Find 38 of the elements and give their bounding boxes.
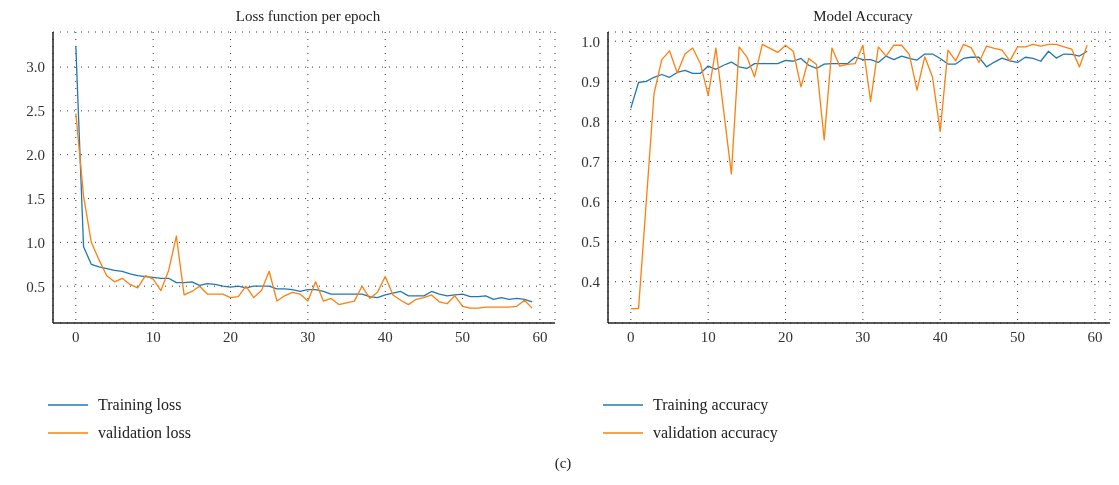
- x-tick-label: 30: [300, 328, 316, 345]
- y-tick-label: 2.0: [26, 147, 45, 164]
- chart-title: Model Accuracy: [812, 8, 914, 26]
- x-tick-label: 50: [455, 328, 471, 345]
- y-tick-label: 0.7: [581, 153, 601, 170]
- x-tick-label: 30: [855, 328, 871, 345]
- legend-label: validation accuracy: [653, 424, 778, 442]
- x-tick-label: 20: [223, 328, 239, 345]
- y-tick-label: 0.9: [581, 73, 600, 90]
- line-series: [75, 45, 533, 303]
- x-tick-label: 0: [627, 328, 635, 345]
- y-tick-label: 2.5: [26, 103, 45, 120]
- x-tick-label: 50: [1010, 328, 1026, 345]
- line-series: [75, 112, 533, 309]
- x-tick-label: 60: [532, 328, 548, 345]
- legend-label: Training loss: [98, 396, 182, 414]
- x-tick-label: 60: [1087, 328, 1103, 345]
- y-tick-label: 1.0: [26, 234, 45, 251]
- y-tick-label: 0.6: [581, 193, 601, 210]
- y-tick-label: 1.5: [26, 190, 45, 207]
- x-tick-label: 40: [377, 328, 393, 345]
- x-tick-label: 10: [700, 328, 716, 345]
- y-tick-label: 0.8: [581, 113, 600, 130]
- line-series: [630, 43, 1088, 310]
- y-tick-label: 3.0: [26, 59, 45, 76]
- x-tick-label: 10: [145, 328, 161, 345]
- y-tick-label: 0.4: [581, 274, 601, 291]
- x-tick-label: 20: [778, 328, 794, 345]
- y-tick-label: 0.5: [26, 278, 45, 295]
- y-tick-label: 0.5: [581, 233, 600, 250]
- line-series: [630, 50, 1088, 109]
- chart-title: Loss function per epoch: [234, 8, 382, 26]
- legend-label: validation loss: [98, 424, 191, 442]
- x-tick-label: 40: [932, 328, 948, 345]
- legend-label: Training accuracy: [653, 396, 769, 414]
- text: (c): [553, 455, 573, 472]
- x-tick-label: 0: [72, 328, 80, 345]
- y-tick-label: 1.0: [581, 33, 600, 50]
